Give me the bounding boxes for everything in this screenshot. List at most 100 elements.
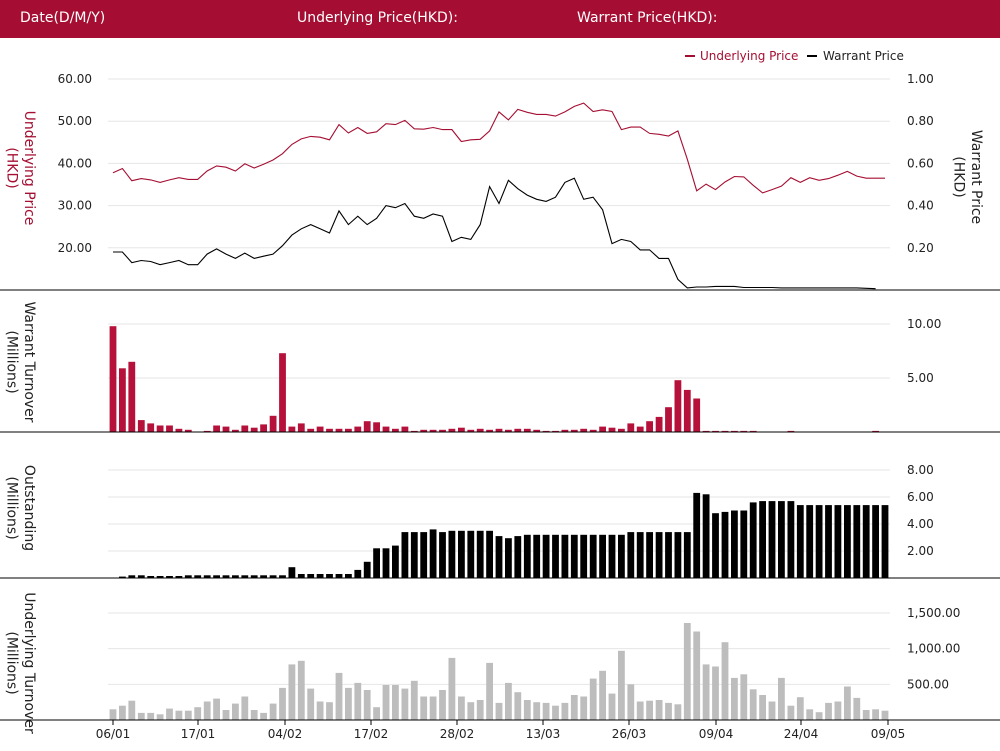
right-tick-label: 0.20 [907,241,934,255]
right-tick-label: 500.00 [907,677,949,691]
legend-label-underlying: Underlying Price [700,49,798,63]
warrant-turnover-bar [533,429,541,432]
outstanding-bar [203,575,211,578]
underlying-turnover-bar [815,712,823,720]
warrant-turnover-bar [683,389,691,432]
outstanding-bar [345,574,352,578]
warrant-turnover-bar [392,428,399,432]
legend: Underlying Price Warrant Price [685,49,904,63]
left-tick-label: 60.00 [58,72,92,86]
underlying-turnover-bar [721,642,729,720]
x-tick-label: 06/01 [96,727,131,741]
warrant-turnover-bar [401,426,409,432]
underlying-turnover-bar [834,701,842,720]
underlying-turnover-bar [297,660,305,720]
underlying-turnover-bar [363,690,371,720]
underlying-turnover-bar [731,677,738,720]
warrant-turnover-bar [345,428,352,432]
underlying-turnover-bar [844,686,851,720]
right-tick-label: 0.80 [907,114,934,128]
underlying-turnover-bar [561,702,569,720]
outstanding-bar [467,530,475,579]
outstanding-bar [702,494,710,578]
underlying-turnover-bar [778,677,785,720]
warrant-turnover-bar [439,429,446,432]
underlying-price-label: Underlying Price(HKD): [297,10,458,26]
underlying-axis-title: Underlying Price(HKD) [3,111,37,226]
outstanding-bar [382,548,390,578]
outstanding-bar [213,575,220,578]
outstanding-bar [354,569,362,578]
underlying-turnover-bar [787,705,795,720]
warrant-turnover-bar [288,426,296,432]
underlying-turnover-bar [232,703,239,720]
warrant-turnover-axis-title-line2: (Millions) [3,330,19,393]
underlying-turnover-bar [147,712,155,720]
warrant-turnover-bar [260,424,267,432]
underlying-turnover-bar [194,707,202,720]
warrant-turnover-bar [316,426,324,432]
outstanding-bar [712,513,719,578]
legend-label-warrant: Warrant Price [823,49,904,63]
warrant-turnover-bar [627,423,635,432]
outstanding-bar [523,534,531,578]
outstanding-bar [260,575,267,578]
warrant-price-line [113,177,876,290]
outstanding-bar [147,576,155,578]
underlying-turnover-bar [420,696,428,720]
warrant-axis-title-line1: Warrant Price [968,130,984,224]
warrant-turnover-bar [175,428,183,432]
outstanding-bar [363,561,371,578]
warrant-turnover-bar [203,430,211,432]
underlying-turnover-bar [410,680,418,720]
warrant-turnover-bar [674,380,682,432]
warrant-turnover-bar [712,430,719,432]
outstanding-bar [119,576,126,578]
outstanding-bar [297,574,305,578]
warrant-turnover-bar [636,426,644,432]
outstanding-bar [731,510,738,578]
underlying-turnover-bar [119,705,126,720]
outstanding-bar [448,530,456,579]
underlying-turnover-bar [627,684,635,720]
outstanding-bar [740,510,748,578]
underlying-turnover-bar [175,710,183,720]
outstanding-bar [439,532,446,578]
underlying-turnover-bar [222,710,230,720]
underlying-turnover-bar [505,682,512,720]
underlying-turnover-bar [203,701,211,720]
underlying-turnover-bar [853,697,861,720]
underlying-turnover-bar [749,689,757,720]
outstanding-bar [627,532,635,578]
outstanding-bar [561,534,569,578]
underlying-turnover-bar [665,702,672,720]
warrant-turnover-bar [580,428,588,432]
warrant-turnover-bar [749,430,757,432]
outstanding-bar [175,576,183,578]
underlying-turnover-bar [768,701,776,720]
outstanding-bar [721,511,729,578]
underlying-turnover-bar [580,696,588,720]
outstanding-bar [373,548,380,578]
underlying-turnover-bar [636,701,644,720]
warrant-turnover-bar [458,427,465,432]
outstanding-bar [674,532,682,578]
warrant-turnover-axis-title: Warrant Turnover(Millions) [3,301,37,422]
warrant-turnover-axis-title-line1: Warrant Turnover [21,301,37,422]
right-tick-label: 8.00 [907,463,934,477]
outstanding-bar [486,530,493,579]
x-tick-label: 17/01 [181,727,216,741]
outstanding-bar [250,575,258,578]
underlying-turnover-bar [542,702,550,720]
warrant-turnover-bar [184,429,192,432]
warrant-turnover-bar [618,428,625,432]
outstanding-bar [636,532,644,578]
x-tick-label: 04/02 [268,727,303,741]
outstanding-bar [166,576,173,578]
warrant-turnover-bar [665,407,672,432]
outstanding-bar [806,505,814,578]
warrant-axis-title-line2: (HKD) [950,156,966,197]
outstanding-bar [778,501,785,578]
warrant-turnover-bar [222,426,230,432]
underlying-turnover-bar [476,700,484,720]
